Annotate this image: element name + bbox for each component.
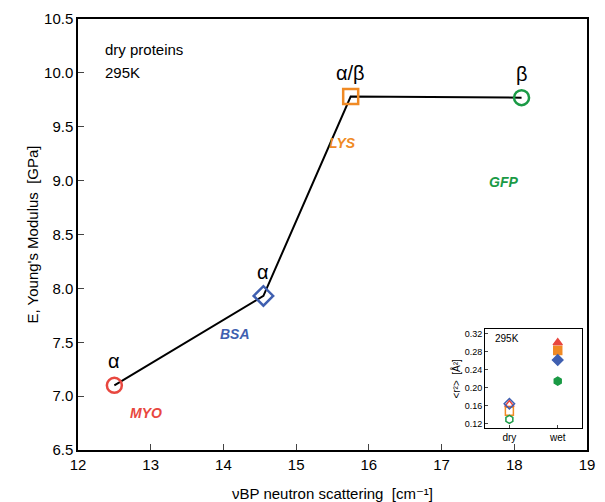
svg-text:β: β [516,63,528,85]
svg-text:α/β: α/β [336,62,365,84]
svg-text:<r²> [Å²]: <r²> [Å²] [450,359,462,399]
svg-text:α: α [108,350,120,372]
svg-text:12: 12 [70,456,87,473]
svg-text:0.24: 0.24 [465,365,483,375]
svg-text:16: 16 [361,456,378,473]
svg-text:295K: 295K [495,333,519,344]
svg-text:νBP neutron scattering [cm⁻¹]: νBP neutron scattering [cm⁻¹] [232,485,433,502]
svg-text:295K: 295K [105,64,140,81]
svg-text:8.0: 8.0 [52,280,73,297]
svg-text:9.5: 9.5 [52,118,73,135]
svg-text:BSA: BSA [220,326,250,342]
svg-text:0.32: 0.32 [465,329,483,339]
svg-text:18: 18 [506,456,523,473]
svg-text:wet: wet [549,432,566,443]
svg-text:8.5: 8.5 [52,226,73,243]
svg-text:17: 17 [433,456,450,473]
svg-text:15: 15 [288,456,305,473]
svg-text:10.0: 10.0 [44,64,73,81]
svg-text:6.5: 6.5 [52,441,73,458]
svg-text:MYO: MYO [130,405,162,421]
svg-text:GFP: GFP [489,174,518,190]
svg-text:0.16: 0.16 [465,401,483,411]
svg-text:0.20: 0.20 [465,383,483,393]
svg-text:dry: dry [502,432,516,443]
svg-text:13: 13 [142,456,159,473]
svg-text:0.12: 0.12 [465,419,483,429]
svg-text:19: 19 [579,456,596,473]
svg-text:LYS: LYS [329,135,356,151]
svg-text:7.5: 7.5 [52,334,73,351]
svg-text:9.0: 9.0 [52,172,73,189]
svg-text:7.0: 7.0 [52,387,73,404]
svg-text:0.28: 0.28 [465,347,483,357]
svg-text:dry proteins: dry proteins [105,41,183,58]
svg-text:E, Young's Modulus [GPa]: E, Young's Modulus [GPa] [24,146,41,324]
svg-text:10.5: 10.5 [44,10,73,27]
svg-text:α: α [257,261,269,283]
svg-text:14: 14 [215,456,232,473]
